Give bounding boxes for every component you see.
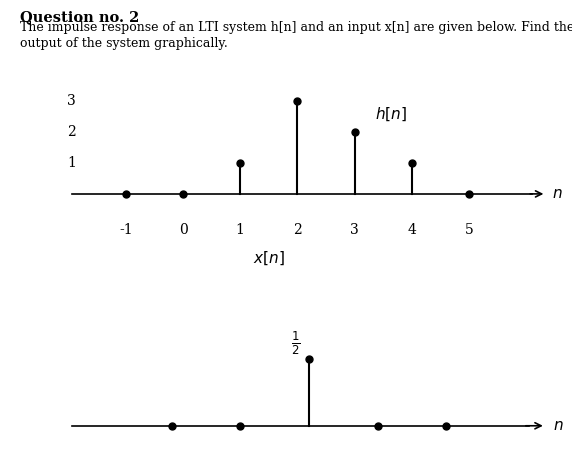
- Text: $n$: $n$: [553, 419, 563, 433]
- Text: 2: 2: [293, 223, 302, 238]
- Text: 0: 0: [178, 223, 188, 238]
- Text: 3: 3: [350, 223, 359, 238]
- Text: 1: 1: [67, 156, 76, 170]
- Text: 4: 4: [407, 223, 416, 238]
- Text: -1: -1: [119, 223, 133, 238]
- Text: $h[n]$: $h[n]$: [375, 106, 407, 123]
- Text: $n$: $n$: [552, 187, 563, 201]
- Text: 3: 3: [67, 94, 76, 108]
- Text: 1: 1: [236, 223, 245, 238]
- Text: $x[n]$: $x[n]$: [253, 250, 285, 267]
- Text: 2: 2: [67, 125, 76, 139]
- Text: The impulse response of an LTI system h[n] and an input x[n] are given below. Fi: The impulse response of an LTI system h[…: [20, 21, 572, 35]
- Text: $\frac{1}{2}$: $\frac{1}{2}$: [291, 330, 301, 357]
- Text: output of the system graphically.: output of the system graphically.: [20, 37, 228, 51]
- Text: 5: 5: [464, 223, 474, 238]
- Text: Question no. 2: Question no. 2: [20, 10, 140, 24]
